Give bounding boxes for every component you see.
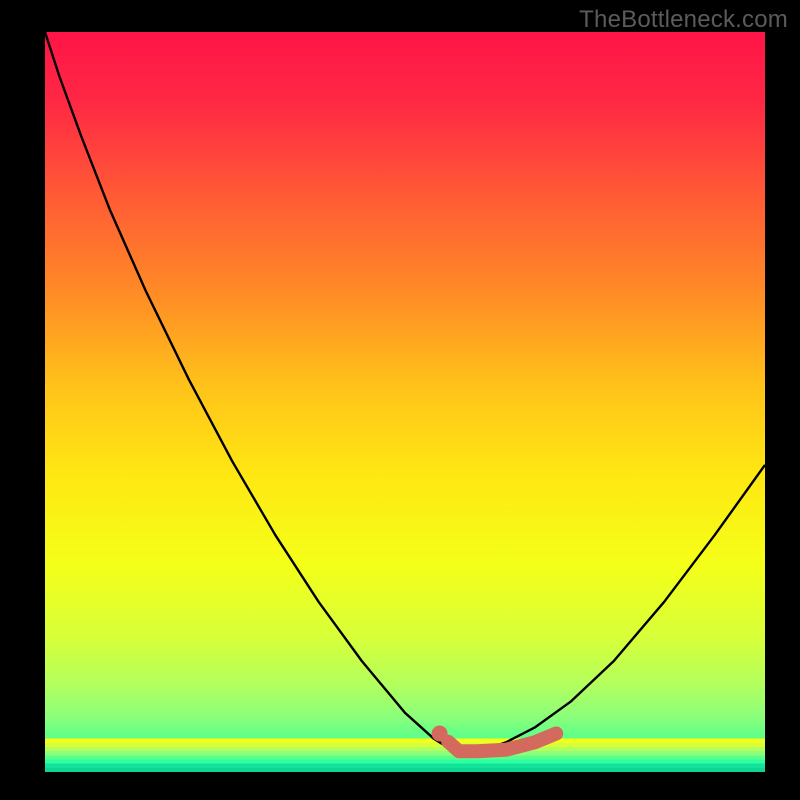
chart-background xyxy=(45,32,765,772)
watermark-text: TheBottleneck.com xyxy=(579,6,788,34)
chart-stage: TheBottleneck.com xyxy=(0,0,800,800)
